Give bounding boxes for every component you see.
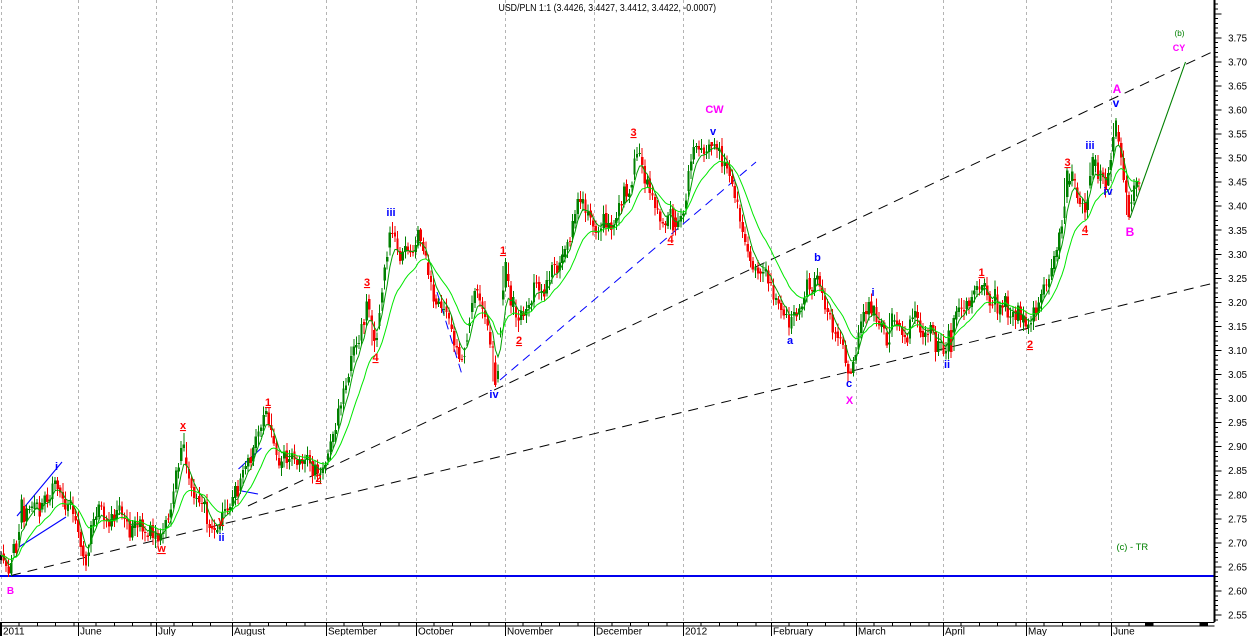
svg-text:i: i [871, 287, 874, 299]
svg-text:3.20: 3.20 [1228, 298, 1247, 309]
svg-text:iv: iv [489, 389, 499, 401]
svg-text:3.10: 3.10 [1228, 346, 1247, 357]
svg-text:March: March [858, 627, 886, 637]
svg-text:3.55: 3.55 [1228, 130, 1247, 141]
svg-text:3: 3 [630, 127, 636, 139]
svg-text:iv: iv [1103, 186, 1113, 198]
svg-text:May: May [1028, 627, 1047, 637]
svg-text:December: December [596, 627, 643, 637]
svg-text:3.50: 3.50 [1228, 154, 1247, 165]
svg-text:November: November [507, 627, 554, 637]
svg-text:October: October [418, 627, 454, 637]
svg-text:CW: CW [705, 104, 724, 116]
svg-text:July: July [158, 627, 176, 637]
svg-text:3: 3 [1064, 157, 1070, 169]
svg-text:2: 2 [1027, 339, 1033, 351]
svg-text:(b): (b) [1175, 29, 1185, 38]
svg-text:3.00: 3.00 [1228, 394, 1247, 405]
svg-text:1: 1 [265, 397, 271, 409]
svg-text:4: 4 [1082, 224, 1089, 236]
svg-text:B: B [7, 586, 14, 597]
svg-text:3.60: 3.60 [1228, 106, 1247, 117]
svg-text:1: 1 [978, 267, 984, 279]
svg-text:b: b [814, 252, 821, 264]
svg-text:2012: 2012 [685, 627, 708, 637]
svg-text:June: June [1113, 627, 1135, 637]
svg-text:a: a [787, 335, 794, 347]
svg-text:2011: 2011 [3, 627, 25, 637]
svg-text:v: v [1113, 96, 1120, 110]
svg-text:2.70: 2.70 [1228, 538, 1247, 549]
svg-text:September: September [328, 627, 378, 637]
svg-text:2.65: 2.65 [1228, 563, 1247, 574]
svg-text:x: x [180, 420, 187, 432]
svg-text:February: February [773, 627, 813, 637]
svg-text:August: August [234, 627, 265, 637]
svg-text:2: 2 [315, 473, 321, 485]
svg-text:3.75: 3.75 [1228, 33, 1247, 44]
svg-text:3.65: 3.65 [1228, 82, 1247, 93]
svg-text:2.85: 2.85 [1228, 466, 1247, 477]
svg-text:2.95: 2.95 [1228, 418, 1247, 429]
svg-text:A: A [1113, 82, 1122, 96]
svg-text:2: 2 [516, 335, 522, 347]
svg-text:v: v [710, 126, 717, 138]
svg-text:2.60: 2.60 [1228, 587, 1247, 598]
svg-text:3.35: 3.35 [1228, 226, 1247, 237]
svg-text:3: 3 [364, 277, 370, 289]
svg-text:3.25: 3.25 [1228, 274, 1247, 285]
svg-text:2.55: 2.55 [1228, 611, 1247, 622]
svg-text:3.45: 3.45 [1228, 178, 1247, 189]
svg-text:ii: ii [944, 359, 950, 371]
svg-text:ii: ii [218, 532, 224, 544]
svg-text:2.75: 2.75 [1228, 514, 1247, 525]
svg-text:CY: CY [1173, 43, 1186, 53]
svg-text:June: June [80, 627, 102, 637]
svg-text:4: 4 [667, 234, 674, 246]
svg-text:i: i [55, 461, 58, 473]
svg-text:iii: iii [1085, 140, 1094, 152]
svg-text:B: B [1126, 225, 1135, 239]
svg-text:iii: iii [386, 207, 395, 219]
svg-text:4: 4 [372, 352, 379, 364]
svg-text:1: 1 [500, 245, 506, 257]
svg-text:y: y [218, 515, 225, 527]
svg-text:3.70: 3.70 [1228, 57, 1247, 68]
svg-text:3.15: 3.15 [1228, 322, 1247, 333]
svg-text:USD/PLN 1:1 (3.4426, 3.4427, 3: USD/PLN 1:1 (3.4426, 3.4427, 3.4412, 3.4… [499, 3, 717, 14]
svg-text:April: April [945, 627, 965, 637]
svg-text:c: c [846, 378, 852, 390]
svg-text:3.05: 3.05 [1228, 370, 1247, 381]
svg-text:w: w [156, 543, 166, 555]
svg-text:(c) - TR: (c) - TR [1117, 541, 1149, 552]
svg-text:2.80: 2.80 [1228, 490, 1247, 501]
svg-text:X: X [846, 395, 854, 407]
svg-text:3.30: 3.30 [1228, 250, 1247, 261]
svg-text:3.40: 3.40 [1228, 202, 1247, 213]
svg-text:2.90: 2.90 [1228, 442, 1247, 453]
